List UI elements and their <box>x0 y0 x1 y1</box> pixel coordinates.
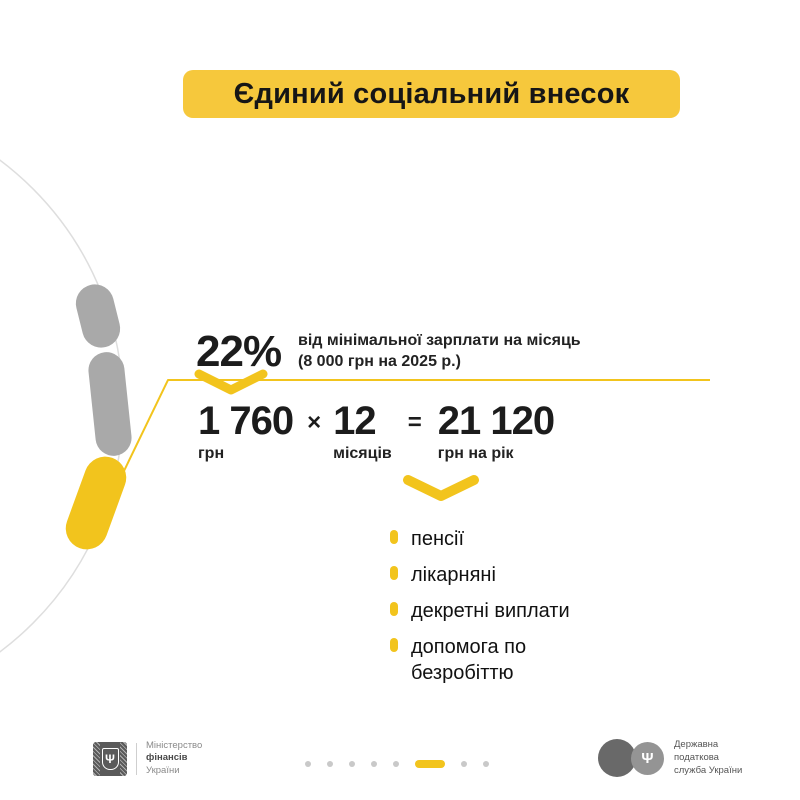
pagination-dot <box>461 761 467 767</box>
bullet-icon <box>390 566 398 580</box>
pagination-dot <box>327 761 333 767</box>
minfin-line3: України <box>146 764 180 776</box>
pagination-dot <box>371 761 377 767</box>
tax-service-label: Державна податкова служба України <box>674 739 742 777</box>
hatch-decor <box>120 741 127 776</box>
yearly-unit: грн на рік <box>437 445 514 462</box>
pagination-dot <box>305 761 311 767</box>
minfin-logo: Ψ Міністерство фінансів України <box>93 740 202 777</box>
tax-circle-dark <box>598 739 636 778</box>
monthly-amount: 1 760 грн <box>198 399 294 463</box>
hatch-decor <box>93 741 100 776</box>
trident-icon: Ψ <box>641 749 654 767</box>
capsule-yellow <box>65 456 127 550</box>
equals-sign: = <box>407 409 422 436</box>
rate-percent: 22% <box>196 327 282 376</box>
list-item: пенсії <box>390 526 586 552</box>
months-value: 12 <box>333 399 376 443</box>
minfin-emblem: Ψ <box>93 741 127 776</box>
rate-description-line1: від мінімальної зарплати на місяць <box>298 332 581 349</box>
monthly-value: 1 760 <box>198 399 294 443</box>
list-item-label: лікарняні <box>411 564 496 586</box>
list-item: декретні виплати <box>390 598 586 624</box>
pagination-dot <box>349 761 355 767</box>
tax-circle-emblem: Ψ <box>631 741 664 775</box>
monthly-unit: грн <box>198 445 225 462</box>
minfin-line1: Міністерство <box>146 740 203 751</box>
connector-line <box>122 379 710 474</box>
capsule-gray-1 <box>75 284 121 348</box>
yearly-amount: 21 120 грн на рік <box>437 399 555 463</box>
tax-line2: податкова <box>674 751 719 763</box>
chevron-down-icon <box>403 475 479 501</box>
tax-line1: Державна <box>674 739 719 750</box>
divider <box>136 742 137 775</box>
list-item: допомога по безробіттю <box>390 634 586 686</box>
calculation-row: 1 760 грн × 12 місяців = 21 120 грн на р… <box>198 399 555 463</box>
pagination-dot <box>393 761 399 767</box>
carousel-pagination <box>305 760 489 768</box>
minfin-label: Міністерство фінансів України <box>146 740 202 777</box>
page-title: Єдиний соціальний внесок <box>233 77 630 110</box>
trident-icon: Ψ <box>105 751 115 766</box>
list-item-label: декретні виплати <box>411 600 570 622</box>
title-banner: Єдиний соціальний внесок <box>183 70 680 118</box>
list-item-label: пенсії <box>411 528 464 550</box>
capsule-gray-2 <box>88 352 132 456</box>
tax-service-logo: Ψ Державна податкова служба України <box>598 739 742 778</box>
months-unit: місяців <box>333 445 392 462</box>
rate-description: від мінімальної зарплати на місяць (8 00… <box>298 331 581 373</box>
shield-icon: Ψ <box>101 747 119 770</box>
pagination-active-pill <box>415 760 445 768</box>
multiply-sign: × <box>307 409 322 436</box>
benefits-list: пенсії лікарняні декретні виплати допомо… <box>390 526 586 696</box>
tax-line3: служба України <box>674 764 743 776</box>
minfin-line2: фінансів <box>146 752 188 764</box>
pagination-dot <box>483 761 489 767</box>
chevron-down-icon <box>194 369 268 395</box>
list-item: лікарняні <box>390 562 586 588</box>
bullet-icon <box>390 638 398 652</box>
list-item-label: допомога по безробіттю <box>411 636 527 684</box>
bullet-icon <box>390 602 398 616</box>
months-count: 12 місяців <box>333 401 392 463</box>
yearly-value: 21 120 <box>437 399 555 443</box>
bullet-icon <box>390 530 398 544</box>
rate-description-line2: (8 000 грн на 2025 р.) <box>298 352 461 370</box>
